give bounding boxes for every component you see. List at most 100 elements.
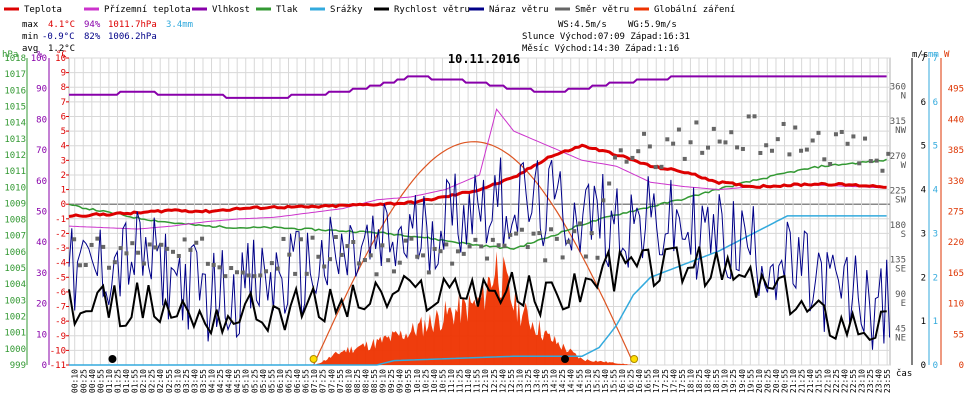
legend-label: Přízemní teplota [104, 5, 191, 15]
time-tick: 08:10 [344, 369, 353, 393]
humidity-tick: 90 [36, 85, 47, 95]
wind-direction-point [804, 147, 809, 152]
wind-direction-point [769, 148, 774, 153]
wind-direction-tick-compass: NE [895, 333, 906, 343]
pressure-tick: 1013 [4, 135, 26, 145]
time-tick: 23:25 [866, 369, 875, 393]
time-tick: 10:40 [430, 369, 439, 393]
wind-direction-point [421, 253, 426, 258]
rain-axis-title: mm [928, 50, 939, 60]
radiation-area [315, 251, 634, 365]
pressure-tick: 1008 [4, 216, 26, 226]
radiation-tick: 0 [959, 361, 964, 371]
time-tick: 04:25 [216, 369, 225, 393]
time-tick: 23:10 [857, 369, 866, 393]
time-tick: 11:55 [473, 369, 482, 393]
time-tick: 21:25 [798, 369, 807, 393]
pressure-tick: 1010 [4, 183, 26, 193]
wind-direction-point [234, 270, 239, 275]
wind-direction-point [95, 236, 100, 241]
time-tick: 00:25 [79, 369, 88, 393]
time-tick: 03:10 [173, 369, 182, 393]
time-tick: 08:25 [353, 369, 362, 393]
wind-direction-point [548, 227, 553, 232]
time-tick: 18:40 [704, 369, 713, 393]
wind-direction-tick-compass: S [901, 230, 906, 240]
time-tick: 14:40 [567, 369, 576, 393]
wind-direction-point [688, 140, 693, 145]
wind-direction-point [223, 274, 228, 279]
time-tick: 21:40 [806, 369, 815, 393]
time-tick: 14:55 [575, 369, 584, 393]
pressure-tick: 1001 [4, 329, 26, 339]
wind-direction-point [595, 255, 600, 260]
sun-times: Slunce Východ:07:09 Západ:16:31 [522, 32, 690, 42]
wind-direction-point [397, 260, 402, 265]
humidity-tick: 100 [31, 54, 47, 64]
time-tick: 01:10 [105, 369, 114, 393]
moonset-marker [108, 355, 117, 363]
temperature-tick: 2 [61, 171, 66, 181]
wind-direction-point [746, 114, 751, 119]
wind-direction-point [793, 125, 798, 130]
temperature-tick: -8 [55, 317, 66, 327]
pressure-tick: 1012 [4, 151, 26, 161]
wind-direction-point [578, 221, 583, 226]
wind-direction-point [438, 249, 443, 254]
time-tick: 01:25 [113, 369, 122, 393]
time-tick: 20:10 [755, 369, 764, 393]
pressure-tick: 999 [10, 361, 26, 371]
humidity-axis-title: % [37, 50, 43, 60]
pressure-tick: 1015 [4, 102, 26, 112]
time-tick: 23:55 [883, 369, 892, 393]
wind-direction-point [316, 254, 321, 259]
wind-direction-point [612, 155, 617, 160]
sunrise-marker [309, 355, 318, 363]
wind-direction-point [357, 261, 362, 266]
wind-direction-point [72, 237, 77, 242]
temperature-tick: 0 [61, 200, 66, 210]
wind-direction-point [409, 236, 414, 241]
wind-speed-line [68, 246, 887, 341]
time-tick: 07:40 [327, 369, 336, 393]
humidity-tick: 20 [36, 300, 47, 310]
wind-direction-tick-compass: W [901, 161, 907, 171]
wind-direction-point [269, 261, 274, 266]
chart-title: 10.11.2016 [448, 52, 520, 66]
temperature-tick: 8 [61, 83, 66, 93]
time-tick: 02:25 [148, 369, 157, 393]
time-tick: 04:55 [233, 369, 242, 393]
time-tick: 10:55 [438, 369, 447, 393]
time-tick: 19:25 [729, 369, 738, 393]
wind-direction-tick-compass: SW [895, 195, 906, 205]
wind-direction-point [764, 143, 769, 148]
radiation-tick: 165 [948, 269, 964, 279]
rain-tick: 4 [933, 186, 938, 196]
wind-direction-point [293, 271, 298, 276]
time-tick: 06:55 [302, 369, 311, 393]
wind-direction-point [857, 161, 862, 166]
wind-direction-point [740, 146, 745, 151]
radiation-tick: 110 [948, 300, 964, 310]
wind-direction-tick-compass: N [901, 92, 906, 102]
rain-tick: 2 [933, 273, 938, 283]
wind-direction-point [374, 272, 379, 277]
wind-direction-point [159, 242, 164, 247]
time-tick: 04:40 [225, 369, 234, 393]
temperature-tick: 1 [61, 186, 66, 196]
wind-direction-point [339, 252, 344, 257]
time-tick: 09:40 [396, 369, 405, 393]
radiation-tick: 330 [948, 177, 964, 187]
wind-direction-point [682, 156, 687, 161]
wind-direction-point [130, 241, 135, 246]
wind-direction-point [194, 240, 199, 245]
pressure-tick: 1016 [4, 86, 26, 96]
time-tick: 13:55 [541, 369, 550, 393]
pressure-tick: 1018 [4, 54, 26, 64]
wind-direction-point [362, 258, 367, 263]
wind-speed-tick: 3 [921, 229, 926, 239]
rain-tick: 0 [933, 361, 938, 371]
wind-direction-point [560, 255, 565, 260]
time-tick: 15:10 [584, 369, 593, 393]
time-tick: 10:10 [413, 369, 422, 393]
